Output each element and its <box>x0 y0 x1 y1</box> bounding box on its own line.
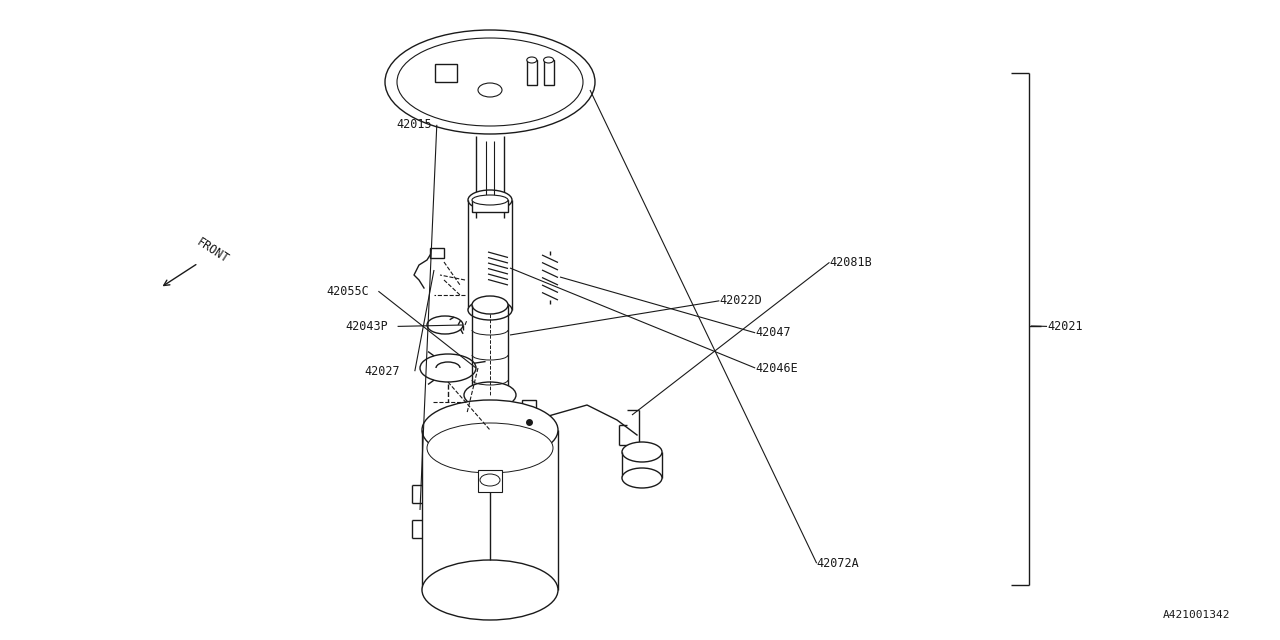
Ellipse shape <box>468 300 512 320</box>
Ellipse shape <box>622 468 662 488</box>
Text: 42021: 42021 <box>1047 320 1083 333</box>
Ellipse shape <box>544 57 554 63</box>
Ellipse shape <box>422 560 558 620</box>
Text: 42027: 42027 <box>365 365 401 378</box>
Ellipse shape <box>385 30 595 134</box>
Bar <box>435 64 457 82</box>
Bar <box>544 60 554 85</box>
Text: 42022D: 42022D <box>719 294 762 307</box>
Ellipse shape <box>428 316 463 334</box>
Ellipse shape <box>485 410 495 416</box>
Ellipse shape <box>462 405 518 421</box>
Bar <box>477 470 502 492</box>
Text: FRONT: FRONT <box>193 236 230 266</box>
Ellipse shape <box>480 474 500 486</box>
Bar <box>522 400 536 418</box>
Text: 42046E: 42046E <box>755 362 797 374</box>
Ellipse shape <box>465 382 516 408</box>
Ellipse shape <box>622 442 662 462</box>
Ellipse shape <box>527 57 536 63</box>
Ellipse shape <box>477 83 502 97</box>
Text: 42043P: 42043P <box>346 320 388 333</box>
Ellipse shape <box>422 400 558 460</box>
Text: A421001342: A421001342 <box>1162 610 1230 620</box>
Text: 42081B: 42081B <box>829 256 872 269</box>
Text: 42055C: 42055C <box>326 285 369 298</box>
Text: 42072A: 42072A <box>817 557 859 570</box>
Bar <box>527 60 536 85</box>
Ellipse shape <box>472 296 508 314</box>
Ellipse shape <box>428 423 553 473</box>
Ellipse shape <box>468 190 512 210</box>
Ellipse shape <box>472 195 508 205</box>
Bar <box>430 248 444 258</box>
Text: 42015: 42015 <box>397 118 433 131</box>
Text: 42047: 42047 <box>755 326 791 339</box>
Ellipse shape <box>397 38 582 126</box>
Bar <box>472 200 508 212</box>
